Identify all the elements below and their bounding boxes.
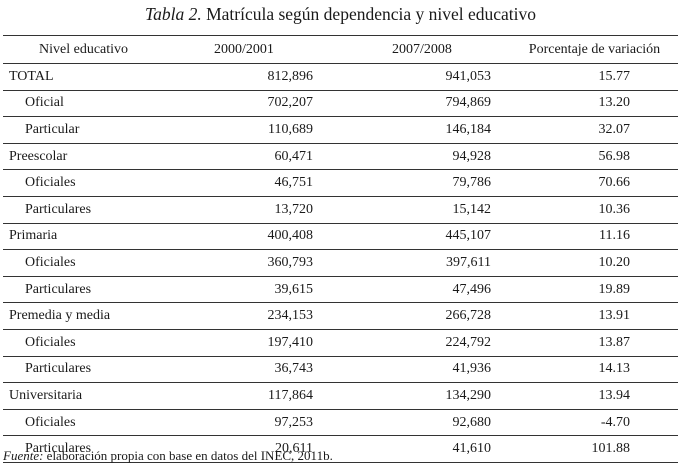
table-title-prefix: Tabla 2. [144, 4, 202, 24]
value-porcentaje-variacion: 19.89 [511, 276, 678, 304]
row-label: Primaria [3, 223, 155, 251]
value-2000-2001: 702,207 [155, 90, 333, 118]
header-2000-2001: 2000/2001 [155, 35, 333, 64]
enrollment-table: Nivel educativo 2000/2001 2007/2008 Porc… [3, 35, 678, 463]
value-porcentaje-variacion: 11.16 [511, 223, 678, 251]
table-row: Oficiales 97,253 92,680 -4.70 [3, 409, 678, 437]
table-title: Tabla 2. Matrícula según dependencia y n… [0, 3, 681, 25]
value-porcentaje-variacion: 32.07 [511, 116, 678, 144]
value-2000-2001: 117,864 [155, 382, 333, 410]
table-row: Oficiales 360,793 397,611 10.20 [3, 249, 678, 277]
table-row: Particulares 39,615 47,496 19.89 [3, 276, 678, 304]
value-porcentaje-variacion: 13.87 [511, 329, 678, 357]
value-2007-2008: 146,184 [333, 116, 511, 144]
table-row: Particulares 13,720 15,142 10.36 [3, 196, 678, 224]
header-porcentaje-variacion: Porcentaje de variación [511, 35, 678, 64]
table-body: TOTAL 812,896 941,053 15.77 Oficial 702,207 79… [3, 63, 678, 463]
value-porcentaje-variacion: 70.66 [511, 169, 678, 197]
value-2000-2001: 400,408 [155, 223, 333, 251]
table-row: Oficial 702,207 794,869 13.20 [3, 90, 678, 118]
value-porcentaje-variacion: 13.20 [511, 90, 678, 118]
row-label: Particulares [3, 276, 155, 304]
source-text: elaboración propia con base en datos del… [46, 448, 333, 463]
table-row: Premedia y media 234,153 266,728 13.91 [3, 302, 678, 330]
value-2007-2008: 41,610 [333, 435, 511, 463]
table-row: Universitaria 117,864 134,290 13.94 [3, 382, 678, 410]
table-row: Oficiales 197,410 224,792 13.87 [3, 329, 678, 357]
row-label: Universitaria [3, 382, 155, 410]
value-2000-2001: 234,153 [155, 302, 333, 330]
header-2007-2008: 2007/2008 [333, 35, 511, 64]
source-label: Fuente: [3, 448, 44, 463]
value-2007-2008: 94,928 [333, 143, 511, 171]
value-2007-2008: 41,936 [333, 356, 511, 384]
value-2007-2008: 92,680 [333, 409, 511, 437]
value-porcentaje-variacion: 10.36 [511, 196, 678, 224]
row-label: Oficiales [3, 249, 155, 277]
row-label: Oficiales [3, 409, 155, 437]
row-label: Particulares [3, 356, 155, 384]
value-2000-2001: 13,720 [155, 196, 333, 224]
value-2007-2008: 266,728 [333, 302, 511, 330]
value-2000-2001: 60,471 [155, 143, 333, 171]
value-porcentaje-variacion: 15.77 [511, 63, 678, 91]
source-note: Fuente: elaboración propia con base en d… [3, 448, 333, 464]
table-row: TOTAL 812,896 941,053 15.77 [3, 63, 678, 91]
value-2007-2008: 397,611 [333, 249, 511, 277]
value-2007-2008: 445,107 [333, 223, 511, 251]
value-2000-2001: 39,615 [155, 276, 333, 304]
value-2000-2001: 812,896 [155, 63, 333, 91]
value-2007-2008: 941,053 [333, 63, 511, 91]
row-label: Oficiales [3, 169, 155, 197]
value-2000-2001: 97,253 [155, 409, 333, 437]
row-label: Particular [3, 116, 155, 144]
table-row: Primaria 400,408 445,107 11.16 [3, 223, 678, 251]
row-label: Oficial [3, 90, 155, 118]
value-2007-2008: 15,142 [333, 196, 511, 224]
header-nivel-educativo: Nivel educativo [3, 35, 155, 64]
value-2000-2001: 197,410 [155, 329, 333, 357]
value-2000-2001: 110,689 [155, 116, 333, 144]
table-row: Particular 110,689 146,184 32.07 [3, 116, 678, 144]
value-porcentaje-variacion: 56.98 [511, 143, 678, 171]
table-row: Particulares 20,611 41,610 101.88 [3, 435, 678, 463]
table-row: Preescolar 60,471 94,928 56.98 [3, 143, 678, 171]
value-2007-2008: 47,496 [333, 276, 511, 304]
row-label: Oficiales [3, 329, 155, 357]
row-label: Particulares [3, 435, 155, 463]
value-2007-2008: 224,792 [333, 329, 511, 357]
table-row: Particulares 36,743 41,936 14.13 [3, 356, 678, 384]
value-porcentaje-variacion: -4.70 [511, 409, 678, 437]
value-porcentaje-variacion: 14.13 [511, 356, 678, 384]
value-2000-2001: 360,793 [155, 249, 333, 277]
value-2007-2008: 79,786 [333, 169, 511, 197]
value-porcentaje-variacion: 13.91 [511, 302, 678, 330]
table-row: Oficiales 46,751 79,786 70.66 [3, 169, 678, 197]
value-2000-2001: 20,611 [155, 435, 333, 463]
value-2007-2008: 134,290 [333, 382, 511, 410]
value-2000-2001: 36,743 [155, 356, 333, 384]
value-porcentaje-variacion: 13.94 [511, 382, 678, 410]
value-2007-2008: 794,869 [333, 90, 511, 118]
table-title-text: Matrícula según dependencia y nivel educ… [206, 4, 537, 24]
row-label: TOTAL [3, 63, 155, 91]
value-2000-2001: 46,751 [155, 169, 333, 197]
row-label: Particulares [3, 196, 155, 224]
row-label: Premedia y media [3, 302, 155, 330]
value-porcentaje-variacion: 10.20 [511, 249, 678, 277]
value-porcentaje-variacion: 101.88 [511, 435, 678, 463]
table-header-row: Nivel educativo 2000/2001 2007/2008 Porc… [3, 35, 678, 64]
row-label: Preescolar [3, 143, 155, 171]
